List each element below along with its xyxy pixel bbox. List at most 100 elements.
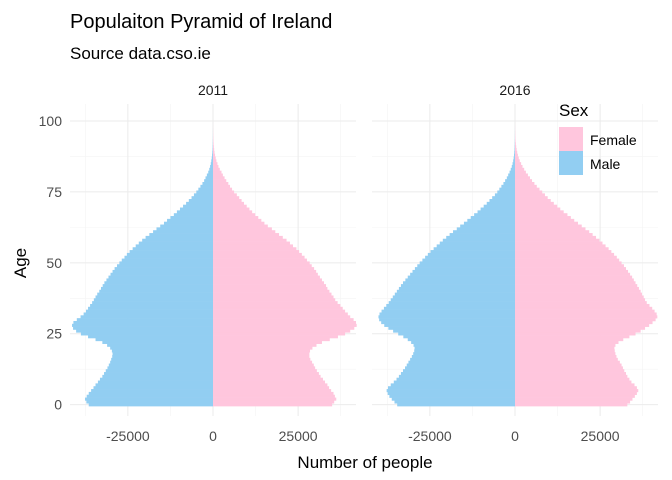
bar-male-2016-age-60: [449, 233, 515, 237]
bar-male-2016-age-84: [511, 164, 515, 169]
bar-male-2016-age-58: [442, 238, 515, 242]
bar-male-2011-age-54: [129, 250, 213, 254]
bar-female-2016-age-38: [515, 295, 644, 299]
bar-female-2016-age-5: [515, 389, 639, 393]
bar-male-2011-age-4: [88, 391, 213, 396]
bar-male-2016-age-77: [501, 184, 515, 188]
bar-female-2011-age-13: [213, 366, 316, 370]
bar-female-2016-age-72: [515, 199, 551, 203]
bar-female-2011-age-62: [213, 227, 272, 231]
bar-male-2016-age-1: [394, 400, 515, 404]
bar-male-2011-age-49: [116, 264, 213, 268]
bar-male-2016-age-46: [410, 272, 515, 276]
bar-male-2016-age-28: [384, 323, 515, 327]
bar-female-2016-age-56: [515, 244, 606, 248]
bar-female-2016-age-76: [515, 187, 540, 191]
bar-female-2011-age-26: [213, 329, 351, 333]
bar-male-2011-age-75: [196, 190, 213, 194]
bar-male-2016-age-20: [414, 346, 515, 350]
bar-male-2016-age-16: [410, 357, 515, 361]
bar-male-2011-age-76: [198, 187, 213, 191]
bar-female-2011-age-85: [213, 162, 218, 166]
bar-male-2011-age-52: [124, 255, 213, 259]
bar-male-2011-age-84: [210, 164, 213, 169]
bar-female-2011-age-80: [213, 176, 225, 180]
bar-male-2011-age-50: [119, 261, 213, 265]
bar-female-2011-age-42: [213, 284, 327, 288]
bar-male-2011-age-70: [183, 204, 213, 208]
x-tick-label: -25000: [408, 428, 452, 444]
bar-male-2011-age-39: [97, 292, 213, 296]
x-tick-label: 0: [209, 428, 217, 444]
bar-male-2011-age-5: [91, 389, 213, 393]
bar-male-2011-age-20: [110, 346, 213, 350]
bar-male-2016-age-43: [402, 281, 515, 285]
bar-male-2016-age-68: [477, 210, 515, 214]
bar-male-2011-age-0: [88, 403, 213, 407]
bar-male-2011-age-41: [100, 286, 213, 291]
bar-male-2016-age-37: [390, 298, 515, 302]
bar-female-2016-age-19: [515, 349, 615, 353]
facet-label-2016: 2016: [499, 82, 530, 98]
bar-male-2011-age-21: [107, 343, 213, 347]
bar-female-2016-age-78: [515, 182, 535, 186]
bar-male-2011-age-29: [73, 320, 214, 325]
bar-male-2016-age-82: [509, 170, 515, 174]
bar-female-2011-age-53: [213, 252, 302, 257]
bar-female-2016-age-68: [515, 210, 564, 214]
bar-female-2011-age-49: [213, 264, 312, 268]
bar-female-2011-age-75: [213, 190, 235, 194]
bar-male-2011-age-36: [92, 301, 213, 305]
bar-female-2016-age-60: [515, 233, 593, 237]
bar-female-2011-age-77: [213, 184, 231, 188]
bar-female-2016-age-4: [515, 391, 637, 396]
bar-male-2011-age-53: [126, 252, 213, 257]
bar-male-2016-age-33: [381, 309, 515, 313]
y-tick-label: 0: [54, 397, 62, 413]
bar-male-2016-age-53: [427, 252, 515, 257]
bar-male-2011-age-6: [93, 386, 213, 390]
x-tick-label: 25000: [581, 428, 620, 444]
bar-male-2011-age-83: [209, 167, 213, 171]
bar-female-2011-age-10: [213, 374, 321, 379]
bar-female-2011-age-34: [213, 306, 343, 310]
bar-male-2011-age-18: [112, 352, 213, 356]
bar-male-2016-age-30: [379, 318, 515, 322]
bar-female-2016-age-92: [515, 142, 516, 146]
bar-female-2011-age-88: [213, 153, 216, 157]
bar-female-2016-age-82: [515, 170, 526, 174]
bar-male-2011-age-79: [204, 179, 213, 183]
bar-male-2011-age-46: [110, 272, 213, 276]
bar-female-2011-age-69: [213, 207, 250, 211]
bar-female-2011-age-76: [213, 187, 233, 191]
bar-male-2016-age-71: [486, 201, 515, 205]
bar-male-2011-age-43: [104, 281, 213, 285]
bar-female-2016-age-14: [515, 363, 622, 367]
bar-female-2011-age-19: [213, 349, 311, 353]
bar-male-2011-age-25: [80, 332, 214, 336]
bar-male-2011-age-59: [145, 235, 213, 240]
bar-male-2011-age-85: [210, 162, 213, 166]
bar-female-2016-age-65: [515, 218, 575, 223]
bar-female-2011-age-1: [213, 400, 335, 404]
bar-female-2011-age-37: [213, 298, 336, 302]
bar-male-2011-age-42: [102, 284, 213, 288]
bar-female-2016-age-10: [515, 374, 628, 379]
bar-male-2011-age-11: [104, 372, 213, 376]
bar-female-2016-age-22: [515, 340, 619, 344]
bar-male-2016-age-89: [514, 150, 515, 154]
bar-male-2016-age-10: [398, 374, 515, 379]
bar-female-2016-age-81: [515, 173, 528, 177]
bar-male-2016-age-87: [513, 156, 515, 160]
bar-female-2016-age-8: [515, 380, 632, 384]
bar-female-2011-age-45: [213, 275, 320, 279]
bar-female-2016-age-29: [515, 320, 653, 325]
bar-female-2011-age-67: [213, 213, 256, 217]
bar-female-2016-age-50: [515, 261, 622, 265]
bar-male-2016-age-80: [506, 176, 515, 180]
legend: Sex Female Male: [559, 101, 637, 175]
panel-2016: 2016 -25000 0 25000: [372, 82, 658, 444]
bar-female-2016-age-71: [515, 201, 554, 205]
bar-female-2011-age-30: [213, 318, 354, 322]
bar-female-2016-age-46: [515, 272, 631, 276]
